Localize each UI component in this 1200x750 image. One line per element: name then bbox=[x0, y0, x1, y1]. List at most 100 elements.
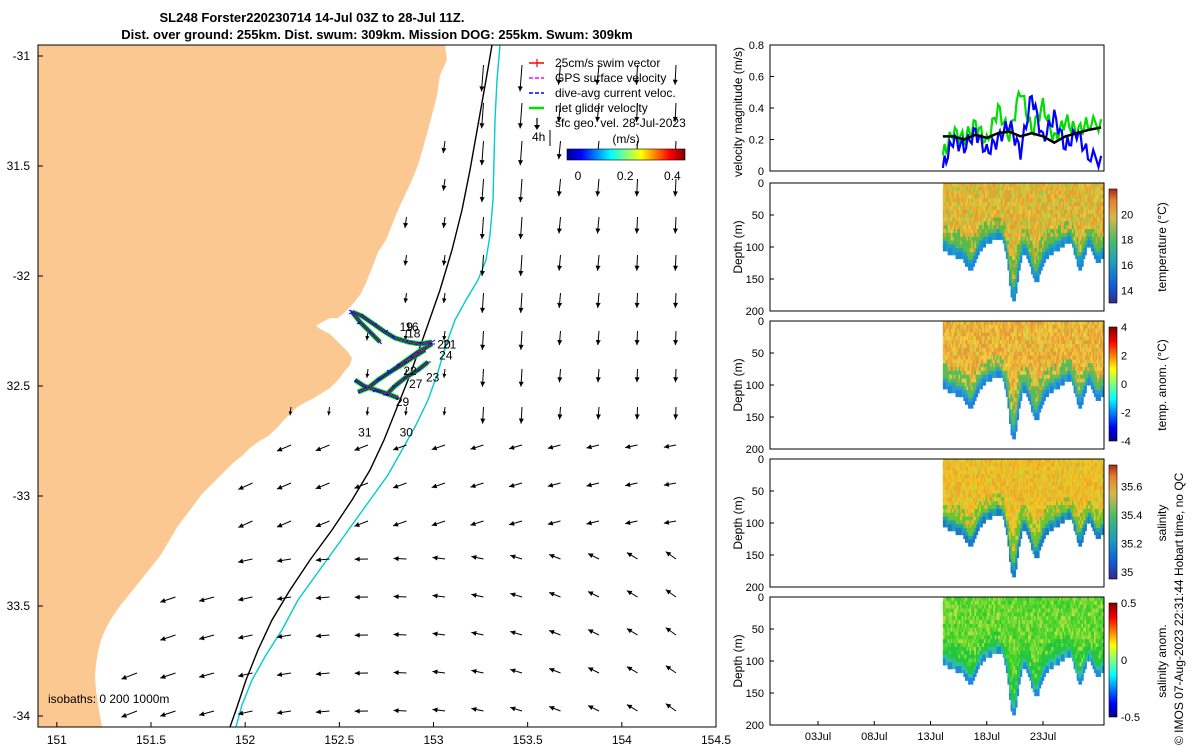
heatmap-cell bbox=[953, 240, 957, 248]
heatmap-cell bbox=[1053, 229, 1056, 237]
heatmap-cell bbox=[1037, 194, 1040, 202]
heatmap-cell bbox=[961, 524, 964, 532]
heatmap-cell bbox=[944, 367, 947, 375]
heatmap-cell bbox=[1029, 255, 1032, 263]
heatmap-cell bbox=[1059, 198, 1062, 206]
heatmap-cell bbox=[1035, 271, 1038, 279]
heatmap-cell bbox=[1090, 355, 1094, 363]
heatmap-cell bbox=[949, 497, 952, 505]
heatmap-cell bbox=[998, 344, 1001, 352]
heatmap-cell bbox=[1038, 321, 1042, 328]
heatmap-cell bbox=[957, 324, 960, 332]
heatmap-cell bbox=[1027, 221, 1031, 229]
heatmap-cell bbox=[1040, 397, 1043, 405]
heatmap-cell bbox=[1037, 183, 1040, 190]
heatmap-cell bbox=[993, 367, 996, 375]
heatmap-cell bbox=[1002, 332, 1005, 340]
heatmap-cell bbox=[1005, 351, 1009, 359]
heatmap-cell bbox=[1045, 209, 1048, 217]
heatmap-cell bbox=[1015, 332, 1018, 340]
heatmap-cell bbox=[971, 225, 974, 233]
heatmap-cell bbox=[971, 478, 974, 486]
heatmap-cell bbox=[1087, 183, 1090, 190]
heatmap-cell bbox=[963, 493, 966, 501]
heatmap-cell bbox=[1016, 209, 1020, 217]
heatmap-cell bbox=[1007, 401, 1010, 409]
heatmap-cell bbox=[1065, 324, 1068, 332]
velocity-arrow bbox=[518, 330, 524, 350]
heatmap-cell bbox=[1009, 190, 1012, 198]
heatmap-cell bbox=[982, 321, 985, 328]
heatmap-cell bbox=[1040, 202, 1043, 210]
heatmap-cell bbox=[969, 236, 972, 244]
heatmap-cell bbox=[1094, 390, 1097, 398]
heatmap-cell bbox=[1095, 183, 1098, 190]
heatmap-cell bbox=[1078, 263, 1081, 271]
heatmap-cell bbox=[1010, 378, 1013, 386]
heatmap-cell bbox=[1002, 505, 1005, 513]
heatmap-cell bbox=[1087, 236, 1090, 244]
velocity-arrow bbox=[276, 633, 292, 639]
heatmap-cell bbox=[1094, 324, 1097, 332]
legend-label: sfc geo. vel. 28-Jul-2023 bbox=[555, 116, 686, 130]
heatmap-cell bbox=[991, 324, 994, 332]
heatmap-cell bbox=[1012, 386, 1015, 394]
heatmap-cell bbox=[1076, 370, 1079, 378]
heatmap-cell bbox=[1090, 217, 1094, 225]
heatmap-cell bbox=[1038, 232, 1042, 240]
heatmap-cell bbox=[975, 474, 979, 482]
heatmap-cell bbox=[1048, 206, 1051, 214]
heatmap-cell bbox=[968, 324, 971, 332]
heatmap-cell bbox=[1046, 213, 1050, 221]
heatmap-cell bbox=[982, 470, 985, 478]
heatmap-cell bbox=[977, 505, 980, 513]
heatmap-cell bbox=[1018, 351, 1021, 359]
heatmap-cell bbox=[1086, 359, 1089, 367]
heatmap-cell bbox=[1095, 386, 1098, 394]
heatmap-cell bbox=[1038, 390, 1042, 398]
heatmap-cell bbox=[964, 344, 968, 352]
heatmap-cell bbox=[1016, 213, 1020, 221]
heatmap-cell bbox=[994, 198, 998, 206]
heatmap-cell bbox=[974, 332, 977, 340]
heatmap-cell bbox=[988, 470, 991, 478]
heatmap-cell bbox=[964, 367, 968, 375]
heatmap-cell bbox=[1031, 183, 1034, 190]
heatmap-cell bbox=[942, 474, 946, 482]
heatmap-cell bbox=[1089, 202, 1092, 210]
track-vector bbox=[375, 389, 380, 393]
heatmap-cell bbox=[1097, 183, 1100, 190]
heatmap-cell bbox=[1067, 321, 1070, 328]
velocity-arrow bbox=[403, 254, 409, 266]
heatmap-cell bbox=[1038, 393, 1042, 401]
heatmap-cell bbox=[1072, 328, 1075, 336]
heatmap-cell bbox=[1056, 370, 1059, 378]
heatmap-cell bbox=[1081, 206, 1084, 214]
heatmap-cell bbox=[1042, 328, 1045, 336]
heatmap-cell bbox=[946, 489, 949, 497]
heatmap-cell bbox=[953, 516, 957, 524]
heatmap-cell bbox=[986, 508, 990, 516]
heatmap-cell bbox=[1034, 259, 1037, 267]
heatmap-cell bbox=[1010, 382, 1013, 390]
heatmap-cell bbox=[964, 209, 968, 217]
heatmap-cell bbox=[1056, 336, 1059, 344]
heatmap-cell bbox=[999, 367, 1002, 375]
heatmap-cell bbox=[1054, 186, 1057, 194]
heatmap-cell bbox=[1057, 340, 1061, 348]
heatmap-cell bbox=[986, 332, 990, 340]
heatmap-cell bbox=[968, 244, 971, 252]
heatmap-cell bbox=[1046, 363, 1050, 371]
heatmap-cell bbox=[979, 244, 982, 252]
heatmap-cell bbox=[977, 355, 980, 363]
heatmap-cell bbox=[950, 221, 953, 229]
heatmap-cell bbox=[1089, 370, 1092, 378]
heatmap-cell bbox=[1057, 328, 1061, 336]
heatmap-cell bbox=[979, 183, 982, 190]
heatmap-cell bbox=[1049, 340, 1053, 348]
velocity-arrow bbox=[442, 368, 447, 378]
heatmap-cell bbox=[966, 324, 969, 332]
heatmap-cell bbox=[983, 194, 987, 202]
heatmap-cell bbox=[953, 328, 957, 336]
heatmap-cell bbox=[1002, 202, 1005, 210]
